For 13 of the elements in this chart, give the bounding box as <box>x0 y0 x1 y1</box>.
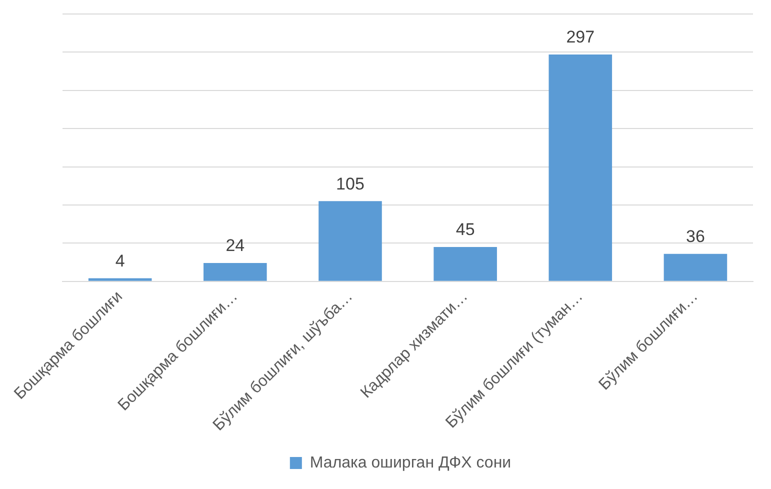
bar <box>664 254 728 281</box>
bar <box>434 246 497 281</box>
legend-label: Малака оширган ДФХ сони <box>310 454 512 472</box>
bar <box>548 54 612 281</box>
data-label: 105 <box>336 174 364 194</box>
data-label: 24 <box>226 236 245 256</box>
data-label: 4 <box>115 252 125 270</box>
bar <box>88 278 152 281</box>
bar <box>318 201 382 281</box>
bar <box>204 263 267 281</box>
data-label: 45 <box>456 220 475 240</box>
data-label: 297 <box>566 28 595 47</box>
data-label: 36 <box>686 227 705 246</box>
